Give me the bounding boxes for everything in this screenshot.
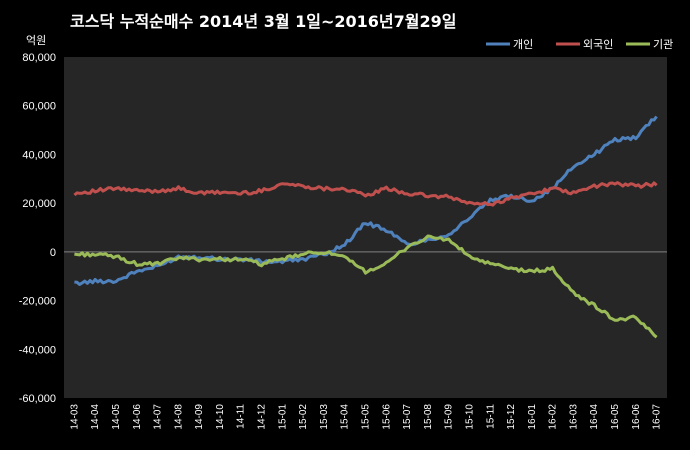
- x-tick-label: 16-02: [548, 404, 559, 430]
- x-tick-label: 15-10: [464, 404, 475, 430]
- legend-label: 개인: [513, 38, 533, 51]
- series-line-개인: [74, 115, 658, 286]
- x-tick-label: 14-04: [90, 404, 101, 430]
- y-tick-label: 0: [50, 247, 56, 259]
- chart-title: 코스닥 누적순매수 2014년 3월 1일~2016년7월29일: [70, 12, 457, 31]
- y-tick-label: 20,000: [22, 198, 56, 210]
- x-tick-label: 16-05: [610, 404, 621, 430]
- x-tick-label: 15-03: [319, 404, 330, 430]
- series-lines: [73, 115, 658, 339]
- x-axis-ticks: 14-03 14-04 14-05 14-06 14-07 14-08 14-09 14-10…: [69, 404, 662, 430]
- x-tick-label: 15-06: [381, 404, 392, 430]
- x-tick-label: 15-11: [485, 404, 496, 429]
- x-tick-label: 14-11: [236, 404, 247, 429]
- x-tick-label: 15-07: [402, 404, 413, 430]
- x-tick-label: 14-05: [111, 404, 122, 430]
- x-tick-label: 14-06: [132, 404, 143, 430]
- y-tick-label: -20,000: [19, 296, 56, 308]
- series-line-외국인: [73, 181, 658, 207]
- x-tick-label: 14-10: [215, 404, 226, 430]
- y-unit-label: 억원: [26, 34, 46, 47]
- y-tick-label: 60,000: [22, 101, 56, 113]
- x-tick-label: 15-09: [444, 404, 455, 430]
- x-tick-label: 15-05: [361, 404, 372, 430]
- x-tick-label: 14-09: [194, 404, 205, 430]
- y-tick-label: 80,000: [22, 52, 56, 64]
- legend-label: 기관: [653, 38, 673, 51]
- x-tick-label: 15-01: [277, 404, 288, 430]
- x-tick-label: 16-03: [568, 404, 579, 430]
- x-tick-label: 14-07: [153, 404, 164, 430]
- legend-label: 외국인: [583, 38, 613, 51]
- x-tick-label: 14-12: [257, 404, 268, 430]
- x-tick-label: 15-08: [423, 404, 434, 430]
- y-tick-label: -40,000: [19, 344, 56, 356]
- legend: 개인 외국인 기관: [486, 38, 673, 51]
- y-tick-label: 40,000: [22, 149, 56, 161]
- x-tick-label: 14-08: [173, 404, 184, 430]
- x-tick-label: 15-04: [340, 404, 351, 430]
- x-tick-label: 16-06: [631, 404, 642, 430]
- plot-area: [64, 57, 667, 398]
- x-tick-label: 15-12: [506, 404, 517, 430]
- x-tick-label: 15-02: [298, 404, 309, 430]
- x-tick-label: 14-03: [69, 404, 80, 430]
- y-axis-ticks: 80,000 60,000 40,000 20,000 0 -20,000 -40,000 -…: [19, 52, 667, 405]
- x-tick-label: 16-04: [589, 404, 600, 430]
- series-line-기관: [74, 234, 658, 339]
- y-tick-label: -60,000: [19, 393, 56, 405]
- x-tick-label: 16-01: [527, 404, 538, 430]
- x-tick-label: 16-07: [652, 404, 663, 430]
